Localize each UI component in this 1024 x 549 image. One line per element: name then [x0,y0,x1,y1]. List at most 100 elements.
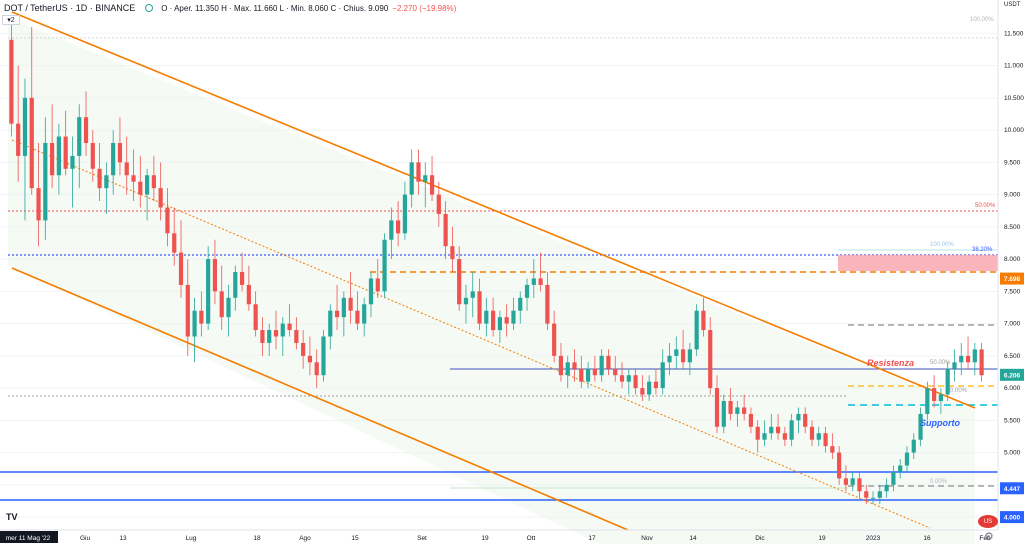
candle-body [952,362,957,369]
candle-body [864,491,869,498]
candle-body [416,162,421,182]
y-tick-label: 7.500 [1004,288,1021,295]
y-tick-label: 9.500 [1004,159,1021,166]
tradingview-logo-icon[interactable]: TV [6,512,18,522]
candle-body [653,381,659,389]
x-tick-label: 15 [351,535,359,542]
candle-body [884,484,889,492]
candle-body [280,323,285,337]
candle-body [239,272,245,285]
candles-group [9,20,984,505]
candle-body [172,233,177,253]
candle-body [348,297,353,311]
x-tick-label: 13 [119,535,127,542]
resistance-annotation: Resistenza [867,358,914,368]
price-labels: 7.698 6.206 4.447 4.000 [1000,272,1024,524]
indicator-toggle-button[interactable]: ▾ 2 [2,15,20,25]
candle-body [572,362,577,369]
fib-label-382: 38.20% [972,247,993,253]
candle-body [552,323,557,356]
candle-body [314,362,319,376]
y-tick-label: 8.500 [1004,224,1021,231]
candle-body [579,368,584,382]
x-tick-label: 18 [253,535,261,542]
candle-body [742,407,747,414]
candle-body [945,368,950,395]
y-tick-label: 11.000 [1004,63,1024,70]
symbol-title[interactable]: DOT / TetherUS · 1D · BINANCE [4,3,136,13]
candle-body [409,162,414,195]
candle-body [341,297,346,318]
candle-body [382,239,387,292]
ohlc-values: O · Aper. 11.350 H · Max. 11.660 L · Min… [161,3,389,13]
candle-body [77,117,82,156]
candle-body [83,117,89,143]
candle-body [680,349,686,363]
candle-body [728,401,733,414]
candle-body [294,330,299,343]
price-label-bg [1000,272,1024,285]
chevron-down-icon: ▾ [7,17,11,24]
price-label: 6.206 [1004,372,1021,379]
candle-body [599,355,604,376]
candle-body [273,330,279,337]
candle-body [253,304,258,331]
candle-body [721,401,726,427]
candle-body [667,355,672,363]
y-tick-label: 6.500 [1004,353,1021,360]
flag-icon[interactable]: US [978,515,998,528]
gear-icon[interactable]: ⚙ [984,531,994,543]
candle-body [267,330,272,343]
y-axis[interactable]: 11.500 11.000 10.500 10.000 9.500 9.000 8.500 8… [1004,30,1024,521]
candle-body [762,433,767,440]
y-tick-label: 8.000 [1004,256,1021,263]
candle-body [368,278,374,305]
candle-body [131,175,136,182]
candle-body [823,433,828,447]
candle-body [504,317,509,324]
x-tick-label: 14 [689,535,697,542]
candle-body [830,446,835,453]
candle-body [178,252,184,285]
channel-upper-line [11,11,976,409]
candle-body [355,310,360,324]
candle-body [748,413,754,427]
candle-body [436,194,441,214]
candle-body [9,39,14,124]
candle-body [165,207,170,234]
candle-body [918,413,923,440]
candle-body [117,143,123,163]
y-tick-label: 7.000 [1004,321,1021,328]
x-tick-label: 2023 [866,535,881,542]
candle-body [497,317,502,331]
x-axis[interactable]: mer 11 Mag '22 Giu 13 Lug 18 Ago 15 Set 19 Ott 17 N… [0,531,991,543]
candle-body [735,407,740,414]
candle-body [545,284,550,324]
price-label: 4.447 [1004,486,1021,493]
candle-body [36,188,41,221]
x-tick-label: Dic [755,535,765,542]
candle-body [647,381,652,395]
candle-body [287,323,292,331]
x-tick-label: mer 11 Mag '22 [6,535,51,542]
currency-label[interactable]: USDT [1004,2,1021,8]
x-tick-label: Nov [641,535,653,542]
candle-body [965,355,971,363]
candle-body [301,342,306,356]
candle-body [633,375,638,389]
candle-body [870,497,876,499]
candle-body [70,155,75,169]
candle-body [246,284,251,305]
candle-body [49,143,55,176]
candle-body [782,433,787,440]
candle-body [138,181,143,195]
candle-body [233,272,238,298]
candle-body [16,123,21,156]
fib-label-top: 100.00% [970,17,994,23]
candle-body [158,188,163,208]
candle-body [518,297,523,311]
price-label: 7.698 [1004,276,1021,283]
candle-body [891,471,896,485]
